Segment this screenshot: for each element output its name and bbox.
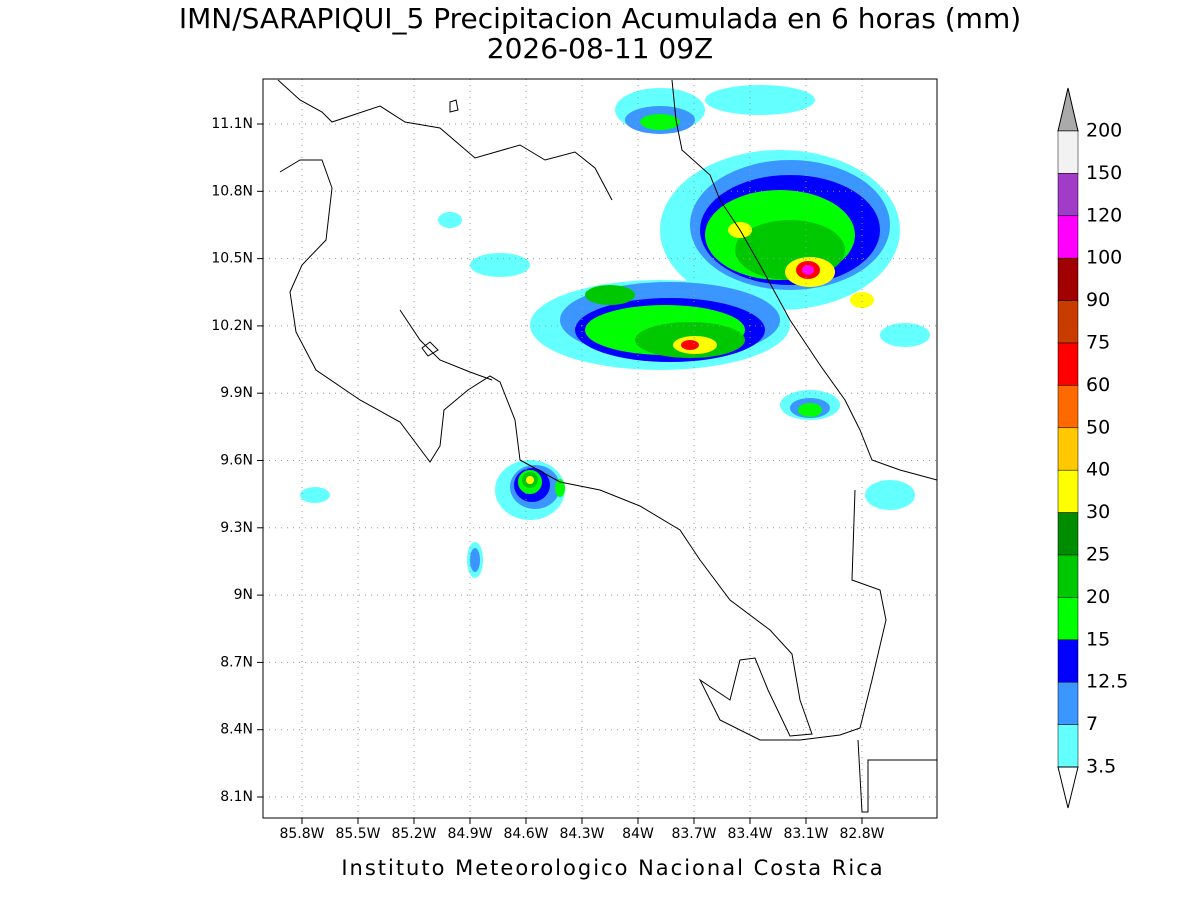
colorbar-label: 150 [1086,162,1122,184]
colorbar-label: 90 [1086,289,1110,311]
colorbar-label: 40 [1086,459,1110,481]
lat-tick-label: 11.1N [211,116,253,132]
graticule [257,79,937,824]
lat-tick-label: 8.4N [220,722,253,738]
lon-tick-label: 85.2W [391,826,436,842]
lat-tick-label: 8.7N [220,654,253,670]
lon-tick-label: 84.6W [503,826,548,842]
colorbar-box [1057,385,1079,429]
colorbar-box [1057,300,1079,344]
lat-tick-label: 10.2N [211,318,253,334]
colorbar-label: 75 [1086,332,1110,354]
colorbar-label: 50 [1086,416,1110,438]
colorbar-under [1057,766,1079,809]
colorbar-box [1057,342,1079,386]
colorbar-box [1057,215,1079,259]
colorbar-box [1057,427,1079,471]
colorbar-box [1057,257,1079,301]
lat-tick-label: 9.9N [220,385,253,401]
lon-tick-label: 84W [622,826,654,842]
colorbar-box [1057,130,1079,174]
colorbar-over [1057,87,1079,132]
subtitle: 2026-08-11 09Z [487,32,713,65]
colorbar: 200 150 120 100 90 75 60 50 40 30 25 20 15 12.5 7 3.5 [1057,87,1128,809]
colorbar-label: 25 [1086,544,1110,566]
colorbar-box [1057,173,1079,217]
colorbar-box [1057,554,1079,598]
lon-tick-label: 83.7W [671,826,716,842]
colorbar-box [1057,681,1079,725]
lat-tick-label: 9.3N [220,520,253,536]
colorbar-label: 100 [1086,247,1122,269]
colorbar-label: 3.5 [1086,756,1116,778]
lat-tick-label: 10.5N [211,251,253,267]
lat-tick-label: 9N [234,587,253,603]
lon-tick-label: 84.9W [447,826,492,842]
footer: Instituto Meteorologico Nacional Costa R… [341,856,884,880]
lat-tick-label: 10.8N [211,183,253,199]
colorbar-box [1057,597,1079,641]
colorbar-box [1057,469,1079,513]
lon-tick-label: 85.8W [279,826,324,842]
coastlines [277,79,938,813]
colorbar-label: 12.5 [1086,671,1128,693]
lon-tick-label: 85.5W [335,826,380,842]
precipitation-field [300,85,930,578]
lon-tick-label: 84.3W [559,826,604,842]
colorbar-box [1057,639,1079,683]
colorbar-label: 120 [1086,204,1122,226]
colorbar-label: 7 [1086,713,1098,735]
map [257,78,938,824]
lat-tick-label: 9.6N [220,453,253,469]
lon-tick-label: 83.4W [727,826,772,842]
colorbar-box [1057,724,1079,768]
map-frame [262,78,938,819]
colorbar-label: 200 [1086,120,1122,142]
colorbar-label: 30 [1086,501,1110,523]
colorbar-label: 20 [1086,586,1110,608]
colorbar-label: 60 [1086,374,1110,396]
lon-tick-label: 82.8W [839,826,884,842]
title: IMN/SARAPIQUI_5 Precipitacion Acumulada … [179,2,1021,35]
colorbar-label: 15 [1086,628,1110,650]
lon-tick-label: 83.1W [783,826,828,842]
colorbar-box [1057,512,1079,556]
lat-tick-label: 8.1N [220,789,253,805]
